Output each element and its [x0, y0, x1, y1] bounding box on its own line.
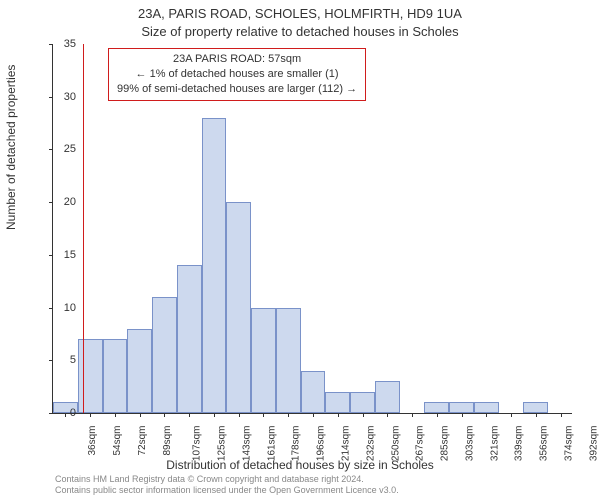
y-tick-label: 25: [46, 143, 76, 155]
chart-subtitle: Size of property relative to detached ho…: [0, 24, 600, 39]
x-tick-mark: [462, 413, 463, 417]
x-tick-label: 356sqm: [539, 426, 550, 462]
x-tick-label: 214sqm: [341, 426, 352, 462]
x-tick-mark: [363, 413, 364, 417]
x-tick-mark: [338, 413, 339, 417]
x-tick-mark: [214, 413, 215, 417]
x-tick-label: 250sqm: [390, 426, 401, 462]
bar: [474, 402, 499, 413]
bar: [251, 308, 276, 413]
x-tick-label: 196sqm: [316, 426, 327, 462]
x-tick-mark: [90, 413, 91, 417]
x-tick-mark: [164, 413, 165, 417]
x-tick-label: 89sqm: [162, 426, 173, 456]
x-tick-label: 303sqm: [464, 426, 475, 462]
footer-line-2: Contains public sector information licen…: [55, 485, 399, 496]
y-tick-label: 0: [46, 407, 76, 419]
x-tick-mark: [140, 413, 141, 417]
callout-line-3: 99% of semi-detached houses are larger (…: [117, 82, 357, 97]
plot-area: 23A PARIS ROAD: 57sqm ← 1% of detached h…: [52, 44, 572, 414]
chart-root: 23A, PARIS ROAD, SCHOLES, HOLMFIRTH, HD9…: [0, 0, 600, 500]
x-tick-label: 232sqm: [365, 426, 376, 462]
x-tick-mark: [115, 413, 116, 417]
property-marker-line: [83, 44, 84, 413]
y-tick-label: 30: [46, 91, 76, 103]
bar: [177, 265, 202, 413]
callout-box: 23A PARIS ROAD: 57sqm ← 1% of detached h…: [108, 48, 366, 101]
y-tick-label: 10: [46, 302, 76, 314]
footer-attribution: Contains HM Land Registry data © Crown c…: [55, 474, 399, 496]
x-tick-label: 339sqm: [514, 426, 525, 462]
x-tick-label: 72sqm: [137, 426, 148, 456]
x-tick-label: 161sqm: [266, 426, 277, 462]
x-tick-mark: [412, 413, 413, 417]
bar: [523, 402, 548, 413]
x-tick-mark: [239, 413, 240, 417]
bar: [301, 371, 326, 413]
x-tick-mark: [486, 413, 487, 417]
bar: [375, 381, 400, 413]
callout-line-2: ← 1% of detached houses are smaller (1): [117, 67, 357, 82]
x-tick-mark: [313, 413, 314, 417]
x-tick-label: 321sqm: [489, 426, 500, 462]
bar: [226, 202, 251, 413]
bar: [103, 339, 128, 413]
x-tick-label: 107sqm: [192, 426, 203, 462]
x-tick-mark: [189, 413, 190, 417]
x-tick-label: 267sqm: [415, 426, 426, 462]
y-tick-label: 20: [46, 196, 76, 208]
x-tick-label: 54sqm: [112, 426, 123, 456]
callout-line-1: 23A PARIS ROAD: 57sqm: [117, 52, 357, 67]
bar: [424, 402, 449, 413]
bar: [276, 308, 301, 413]
bar: [202, 118, 227, 413]
x-tick-label: 125sqm: [217, 426, 228, 462]
x-tick-label: 36sqm: [87, 426, 98, 456]
x-tick-label: 285sqm: [440, 426, 451, 462]
y-tick-label: 15: [46, 249, 76, 261]
x-tick-label: 374sqm: [563, 426, 574, 462]
bar: [127, 329, 152, 413]
x-tick-mark: [437, 413, 438, 417]
x-tick-label: 392sqm: [588, 426, 599, 462]
chart-title: 23A, PARIS ROAD, SCHOLES, HOLMFIRTH, HD9…: [0, 6, 600, 21]
bar: [449, 402, 474, 413]
y-tick-label: 35: [46, 38, 76, 50]
x-tick-label: 143sqm: [242, 426, 253, 462]
x-tick-mark: [511, 413, 512, 417]
x-tick-mark: [561, 413, 562, 417]
x-tick-mark: [263, 413, 264, 417]
x-tick-mark: [536, 413, 537, 417]
bar: [78, 339, 103, 413]
y-axis-label: Number of detached properties: [4, 65, 18, 230]
y-tick-label: 5: [46, 354, 76, 366]
bar: [152, 297, 177, 413]
x-tick-mark: [288, 413, 289, 417]
footer-line-1: Contains HM Land Registry data © Crown c…: [55, 474, 399, 485]
x-tick-label: 178sqm: [291, 426, 302, 462]
x-tick-mark: [387, 413, 388, 417]
bar: [350, 392, 375, 413]
bar: [325, 392, 350, 413]
